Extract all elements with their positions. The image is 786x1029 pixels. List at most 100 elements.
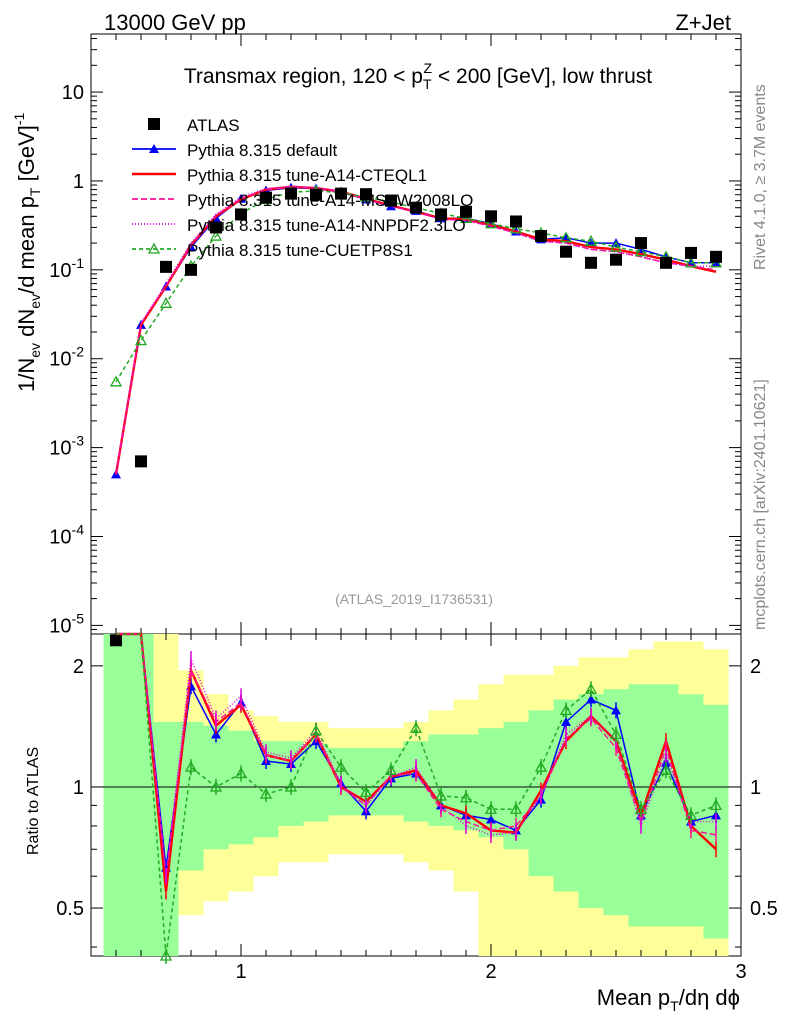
- series-point: [584, 234, 598, 246]
- atlas-point: [585, 256, 597, 269]
- atlas-point: [335, 187, 347, 200]
- atlas-point: [110, 634, 122, 647]
- atlas-point: [185, 263, 197, 276]
- atlas-point: [210, 221, 222, 234]
- series-point: [134, 334, 148, 346]
- ratio-point: [234, 767, 248, 779]
- ratio-point: [559, 704, 573, 716]
- series-point: [484, 217, 498, 229]
- ratio-point: [634, 802, 648, 814]
- x-tick-label: 3: [735, 961, 746, 983]
- y-tick-label: 10: [62, 82, 84, 104]
- ratio-band-inner: [128, 634, 154, 956]
- x-tick-label: 2: [485, 961, 496, 983]
- ratio-point: [459, 791, 473, 803]
- y-tick-label: 10-1: [49, 255, 84, 282]
- y-tick-label: 10-2: [49, 344, 84, 371]
- ratio-point: [534, 760, 548, 772]
- atlas-point: [635, 237, 647, 250]
- atlas-point: [260, 191, 272, 204]
- ratio-uncertainty-bands: [91, 634, 741, 956]
- ratio-point: [284, 780, 298, 792]
- ratio-point: [334, 760, 348, 772]
- series-point: [159, 296, 173, 308]
- ratio-tick-label-right: 2: [750, 656, 761, 678]
- ratio-point: [584, 682, 598, 694]
- header-left: 13000 GeV pp: [104, 10, 246, 35]
- series-point: [209, 229, 223, 241]
- ratio-band-inner: [653, 684, 679, 927]
- atlas-point: [360, 188, 372, 201]
- legend-marker: [147, 242, 161, 254]
- series-point: [509, 222, 523, 234]
- ratio-point: [484, 802, 498, 814]
- ratio-point: [486, 814, 496, 824]
- legend-atlas-marker: [148, 118, 160, 130]
- ratio-point: [159, 949, 173, 961]
- y-tick-label: 1: [73, 171, 84, 193]
- ratio-point: [384, 763, 398, 775]
- ratio-point: [259, 787, 273, 799]
- ratio-point: [359, 785, 373, 797]
- y-tick-label: 10-4: [49, 521, 84, 548]
- ratio-point: [409, 721, 423, 733]
- atlas-point: [710, 250, 722, 263]
- ratio-tick-label-left: 0.5: [56, 898, 84, 920]
- ratio-band-inner: [103, 634, 129, 956]
- ratio-tick-label-left: 2: [73, 656, 84, 678]
- atlas-point: [685, 246, 697, 259]
- ratio-tick-label-right: 1: [750, 777, 761, 799]
- ratio-point: [434, 789, 448, 801]
- legend-label: Pythia 8.315 default: [187, 141, 338, 160]
- atlas-point: [410, 201, 422, 214]
- legend-label: Pythia 8.315 tune-CUETP8S1: [187, 241, 413, 260]
- plot-title: Transmax region, 120 < pTZ < 200 [GeV], …: [184, 60, 652, 92]
- ratio-point: [609, 728, 623, 740]
- x-axis-label: Mean pT/dη dϕ: [597, 985, 740, 1014]
- series-point: [561, 232, 571, 242]
- side-mcplots: mcplots.cern.ch [arXiv:2401.10621]: [752, 379, 769, 630]
- ratio-band-inner: [153, 722, 179, 956]
- atlas-point: [510, 215, 522, 228]
- header-right: Z+Jet: [675, 10, 731, 35]
- series-point: [684, 256, 698, 268]
- ratio-tick-label-right: 0.5: [750, 898, 778, 920]
- legend-marker: [149, 144, 159, 153]
- ratio-point: [709, 799, 723, 811]
- x-tick-label: 1: [235, 961, 246, 983]
- ratio-point: [659, 763, 673, 775]
- atlas-point: [160, 260, 172, 273]
- atlas-data-points: [110, 187, 722, 647]
- atlas-point: [235, 208, 247, 221]
- ratio-point: [209, 780, 223, 792]
- atlas-point: [460, 205, 472, 218]
- series-line: [115, 186, 717, 475]
- legend-label: Pythia 8.315 tune-A14-MSTW2008LO: [187, 191, 473, 210]
- ratio-point: [611, 705, 621, 715]
- y-tick-label: 10-3: [49, 433, 84, 460]
- ratio-point: [561, 717, 571, 727]
- ratio-band-inner: [228, 730, 254, 845]
- series-point: [559, 231, 573, 243]
- ratio-point: [184, 760, 198, 772]
- atlas-point: [385, 194, 397, 207]
- legend: ATLAS Pythia 8.315 default Pythia 8.315 tu…: [132, 116, 473, 260]
- ratio-point: [684, 809, 698, 820]
- atlas-point: [435, 208, 447, 221]
- atlas-point: [535, 230, 547, 243]
- ratio-band-inner: [578, 694, 604, 909]
- ratio-y-label: Ratio to ATLAS: [25, 747, 42, 855]
- ratio-band-inner: [303, 743, 329, 822]
- atlas-point: [660, 256, 672, 269]
- ratio-band-inner: [603, 689, 629, 916]
- series-point: [459, 211, 473, 223]
- series-point: [609, 240, 623, 252]
- ratio-point: [211, 729, 221, 739]
- series-point: [109, 375, 123, 387]
- ratio-point: [586, 694, 596, 704]
- atlas-point: [610, 253, 622, 266]
- ratio-point: [309, 724, 323, 736]
- atlas-point: [560, 245, 572, 258]
- ratio-tick-label-left: 1: [73, 777, 84, 799]
